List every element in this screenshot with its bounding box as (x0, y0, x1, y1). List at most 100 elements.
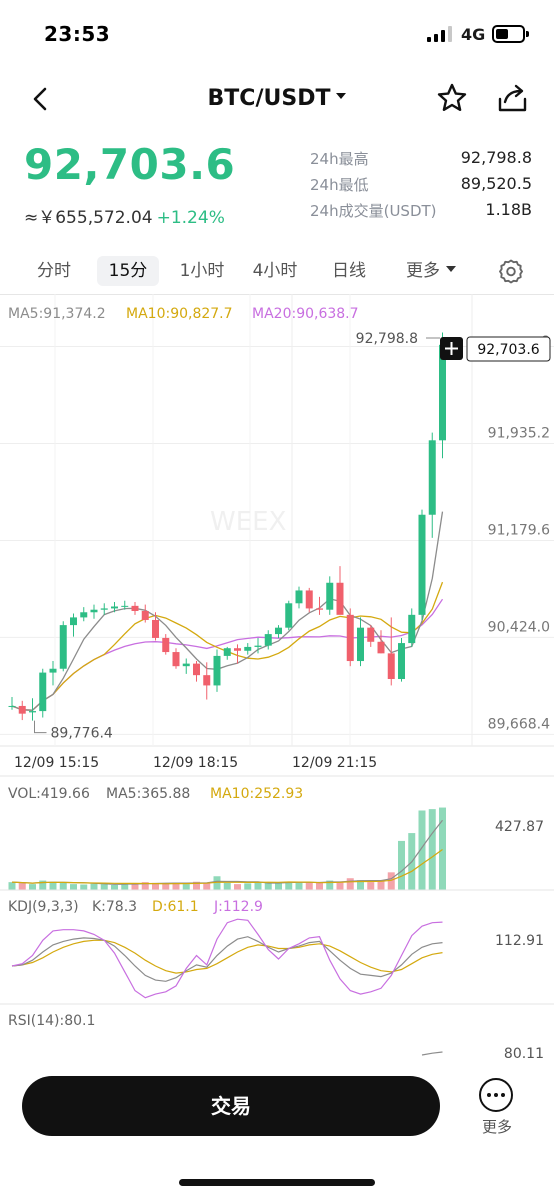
bottom-bar: 交易 更多 (0, 1062, 554, 1199)
volume-bar (162, 883, 170, 890)
volume-bar (254, 882, 262, 890)
trade-button[interactable]: 交易 (22, 1076, 440, 1136)
candle-body (121, 605, 129, 607)
candle-body (141, 610, 149, 620)
candle-body (326, 582, 334, 610)
stat-volume: 24h成交量(USDT) 1.18B (310, 200, 532, 226)
caret-down-icon (446, 266, 456, 272)
tab-timeshare[interactable]: 分时 (37, 261, 71, 281)
battery-icon (492, 25, 529, 43)
candle-body (162, 637, 170, 653)
volume-bar (90, 883, 98, 890)
volume-bar (18, 883, 26, 890)
tab-more[interactable]: 更多 (394, 256, 468, 286)
volume-bar (152, 882, 159, 890)
volume-bar (275, 882, 282, 890)
y-axis-label: 89,668.4 (488, 716, 550, 732)
vol-ma5-line (11, 819, 443, 885)
volume-bar (316, 882, 323, 890)
candle-body (18, 705, 26, 714)
candle-body (213, 655, 221, 686)
tab-1h[interactable]: 1小时 (179, 261, 225, 281)
candle-body (357, 627, 364, 662)
vol-legend-2: MA10:252.93 (210, 786, 303, 802)
volume-bar (172, 882, 180, 890)
vol-ma10-line (11, 849, 443, 885)
candle-body (264, 634, 272, 646)
candle-body (100, 608, 108, 610)
status-time: 23:53 (44, 22, 111, 46)
candle-body (80, 612, 88, 618)
volume-bar (305, 882, 313, 890)
pair-title: BTC/USDT (207, 86, 331, 111)
tab-15m[interactable]: 15分 (97, 256, 159, 286)
candle-body (254, 645, 262, 647)
volume-bar (141, 882, 149, 890)
volume-bar (428, 809, 436, 890)
candle-body (418, 514, 426, 615)
ma5-line (11, 511, 444, 711)
more-button[interactable]: 更多 (474, 1078, 520, 1142)
kline-chart-svg: WEEX MA5:91,374.2 MA10:90,827.7 MA20:90,638… (0, 294, 554, 1059)
stat-low: 24h最低 89,520.5 (310, 174, 532, 200)
volume-bar (367, 882, 375, 890)
high-marker-label: 92,798.8 (356, 331, 418, 347)
kline-chart[interactable]: WEEX MA5:91,374.2 MA10:90,827.7 MA20:90,638… (0, 294, 554, 1059)
gear-icon[interactable] (498, 258, 524, 284)
candle-body (275, 627, 282, 635)
candle-body (70, 617, 77, 626)
stat-value: 1.18B (485, 200, 532, 219)
kdj-legend-2: D:61.1 (152, 899, 199, 915)
tab-4h[interactable]: 4小时 (252, 261, 298, 281)
candle-body (203, 675, 211, 686)
low-marker-line (34, 720, 47, 734)
candle-body (387, 653, 395, 680)
vol-y-label: 427.87 (495, 819, 544, 835)
rsi-legend: RSI(14):80.1 (8, 1013, 95, 1029)
volume-bar (418, 810, 426, 890)
back-arrow-icon[interactable] (26, 84, 56, 114)
volume-bar (244, 883, 252, 890)
star-icon[interactable] (436, 82, 468, 114)
converted-price: ≈￥655,572.04 (24, 208, 153, 228)
y-axis-label: 91,935.2 (488, 425, 550, 441)
stat-value: 89,520.5 (460, 174, 532, 193)
volume-bar (193, 881, 200, 890)
price-change: +1.24% (156, 208, 225, 228)
home-indicator (179, 1179, 375, 1186)
candle-body (193, 663, 200, 676)
volume-bar (346, 878, 354, 890)
volume-bar (387, 872, 395, 890)
nav-bar: BTC/USDT (0, 74, 554, 124)
watermark: WEEX (210, 507, 286, 537)
candle-body (111, 606, 118, 609)
timeframe-tabs: 分时 15分 1小时 4小时 日线 更多 (0, 250, 554, 290)
caret-down-icon (336, 93, 347, 99)
vol-legend-1: MA5:365.88 (106, 786, 190, 802)
ma-legend-ma5: MA5:91,374.2 (8, 306, 106, 322)
volume-bar (326, 880, 334, 890)
volume-bar (203, 882, 211, 890)
volume-bar (223, 882, 231, 890)
pair-selector[interactable]: BTC/USDT (0, 86, 554, 111)
volume-bar (234, 884, 241, 890)
stat-label: 24h最高 (310, 150, 369, 168)
volume-bar (377, 880, 385, 890)
candle-body (377, 641, 385, 654)
stat-value: 92,798.8 (460, 148, 532, 167)
candle-body (182, 663, 190, 667)
tab-more-label: 更多 (406, 261, 440, 281)
candle-body (90, 609, 98, 613)
volume-bar (49, 881, 57, 890)
last-price: 92,703.6 (24, 140, 236, 189)
candle-body (152, 619, 159, 638)
ma-legend-ma20: MA20:90,638.7 (252, 306, 359, 322)
tab-daily[interactable]: 日线 (332, 261, 366, 281)
candle-body (316, 608, 323, 610)
candle-body (439, 344, 446, 441)
candle-body (49, 668, 57, 673)
share-icon[interactable] (496, 82, 530, 114)
candle-body (59, 625, 67, 669)
candle-body (305, 590, 313, 609)
candle-body (244, 646, 252, 651)
